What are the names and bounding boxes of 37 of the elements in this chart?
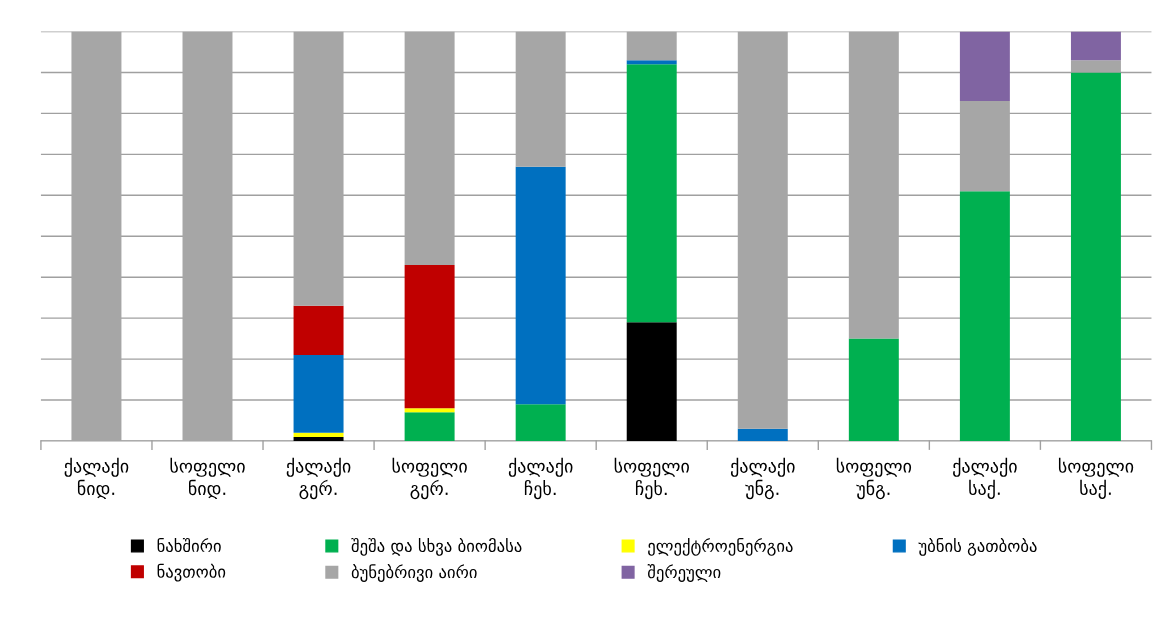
x-tick-label: სოფელი გერ.	[392, 457, 467, 500]
bar	[293, 436, 344, 441]
legend-label: შეშა და სხვა ბიომასა	[351, 537, 522, 556]
bar	[404, 264, 455, 409]
legend-label: უბნის გათბობა	[918, 537, 1037, 556]
bar	[626, 31, 677, 61]
bar	[515, 166, 566, 405]
bar	[959, 191, 1010, 441]
legend-label: შერეული	[647, 564, 721, 582]
bar	[737, 428, 788, 441]
bar	[1070, 31, 1121, 61]
bar	[293, 432, 344, 437]
bar	[293, 305, 344, 355]
bar	[1070, 72, 1121, 441]
bar	[626, 322, 677, 441]
bar	[404, 412, 455, 441]
x-tick-label: ქალაქი გერ.	[286, 457, 351, 500]
x-tick-label: სოფელი ჩეხ.	[614, 457, 689, 500]
legend-label: ელექტროენერგია	[648, 537, 793, 556]
x-tick-label: სოფელი უნგ.	[836, 457, 912, 500]
x-tick-label: ქალაქი ნიდ.	[64, 457, 129, 500]
x-tick-label: ქალაქი საქ.	[953, 457, 1017, 500]
legend-label: ბუნებრივი აირი	[351, 564, 477, 582]
x-tick-label: ქალაქი ჩეხ.	[508, 457, 573, 500]
bar	[626, 64, 677, 323]
bar	[515, 404, 566, 441]
x-tick-label: ქალაქი უნგ.	[730, 457, 795, 500]
bar	[404, 408, 455, 413]
bar	[1070, 60, 1121, 73]
legend-label: ნახშირი	[157, 537, 221, 553]
legend-label: ნავთობი	[157, 563, 226, 582]
bar	[959, 31, 1010, 102]
bar	[293, 355, 344, 433]
x-tick-label: სოფელი საქ.	[1058, 457, 1134, 500]
bar	[848, 338, 899, 441]
bar	[626, 60, 677, 65]
x-tick-label: სოფელი ნიდ.	[170, 457, 245, 500]
